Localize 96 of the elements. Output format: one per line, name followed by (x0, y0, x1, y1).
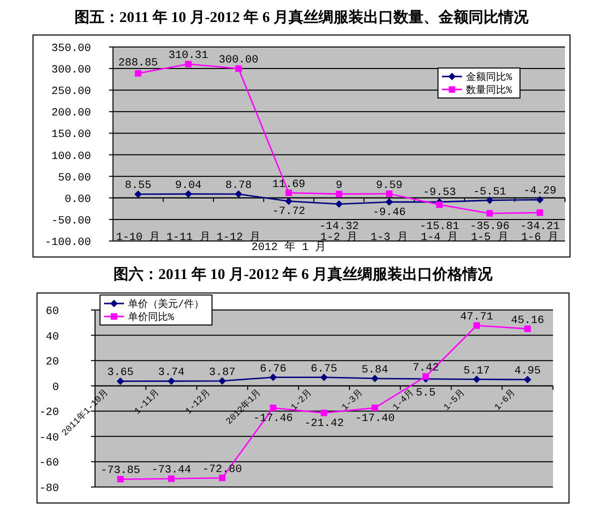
point (117, 476, 124, 482)
point (486, 196, 494, 204)
point (235, 65, 242, 72)
data-label: 3.74 (158, 367, 185, 380)
data-label: 6.76 (260, 363, 286, 376)
y-tick-label: -20 (39, 407, 59, 420)
point (116, 377, 124, 385)
y-tick-label: -40 (39, 432, 59, 444)
x-tick-label: 1-2月 (289, 388, 314, 413)
y-tick-label: -80 (39, 483, 59, 495)
y-tick-label: 200.00 (51, 108, 91, 120)
x-tick-label: 1-3月 (340, 388, 366, 413)
point (371, 374, 379, 382)
data-label: -17.40 (355, 412, 395, 425)
x-tick-label: 1-6月 (492, 388, 518, 413)
data-label: 5.84 (362, 364, 388, 376)
data-label: 47.71 (460, 312, 494, 324)
point (168, 377, 176, 385)
point (234, 190, 242, 198)
data-label: -14.32 (319, 220, 359, 233)
chart-title: 图六：2011 年 10 月-2012 年 6 月真丝绸服装出口价格情况 (113, 265, 494, 283)
data-label: -21.42 (304, 418, 344, 430)
data-label: -7.72 (272, 206, 306, 218)
data-label: -34.21 (520, 220, 560, 233)
data-label: 8.78 (225, 180, 252, 192)
legend-label: 数量同比% (466, 84, 512, 97)
data-label: 5.5 (416, 387, 436, 400)
point (168, 475, 175, 482)
y-tick-label: 350.00 (51, 43, 91, 55)
data-label: 9 (336, 180, 342, 192)
point (218, 377, 226, 385)
point (218, 474, 226, 482)
data-label: 9.04 (175, 180, 202, 192)
point (472, 376, 480, 384)
y-tick-label: 150.00 (51, 129, 91, 142)
legend-label: 单价同比% (128, 311, 174, 324)
y-tick-label: -60 (39, 458, 59, 470)
data-label: 3.87 (209, 366, 236, 379)
chart-title: 图五：2011 年 10 月-2012 年 6 月真丝绸服装出口数量、金额同比情况 (74, 8, 530, 26)
data-label: 9.59 (376, 180, 402, 192)
point (320, 374, 328, 382)
point (286, 190, 292, 196)
data-label: 300.00 (218, 54, 258, 67)
data-label: -15.81 (420, 220, 460, 233)
y-tick-label: 250.00 (51, 86, 91, 98)
y-tick-label: 60 (46, 306, 59, 318)
data-label: 3.65 (107, 367, 134, 380)
data-label: -5.51 (473, 186, 507, 198)
legend-label: 单价（美元/件） (128, 298, 204, 311)
point (436, 201, 443, 208)
data-label: -9.46 (372, 206, 406, 219)
point (185, 60, 192, 68)
data-label: 288.85 (118, 58, 158, 70)
y-tick-label: -50.00 (51, 215, 91, 228)
data-label: 4.95 (514, 366, 541, 378)
point (134, 70, 142, 77)
point (269, 374, 277, 382)
point (134, 190, 142, 198)
point (372, 404, 378, 412)
y-tick-label: 0 (52, 382, 59, 394)
data-label: 310.31 (168, 50, 209, 62)
data-label: 8.55 (124, 180, 152, 192)
y-tick-label: -100.00 (44, 237, 91, 249)
y-tick-label: 100.00 (51, 150, 91, 163)
data-label: -35.96 (470, 220, 510, 233)
point (524, 326, 531, 332)
data-label: 45.16 (511, 314, 544, 327)
point (536, 209, 544, 216)
point (320, 410, 328, 416)
point (422, 373, 430, 380)
data-label: -73.44 (152, 464, 192, 477)
data-label: 5.17 (463, 365, 490, 378)
x-tick-label: 1-5月 (442, 388, 467, 413)
x-tick-label: 1-4月 (391, 388, 416, 413)
y-tick-label: 300.00 (51, 64, 91, 77)
data-label: -9.53 (422, 186, 456, 199)
data-label: -73.85 (100, 465, 140, 478)
point (486, 210, 493, 217)
y-tick-label: 40 (46, 331, 59, 344)
point (524, 376, 532, 384)
point (335, 200, 343, 208)
data-label: -4.29 (523, 186, 556, 198)
point (536, 196, 544, 204)
point (385, 198, 393, 206)
point (184, 190, 192, 198)
legend-label: 金额同比% (466, 71, 512, 84)
y-tick-label: 20 (46, 356, 59, 369)
y-tick-label: 0.00 (64, 194, 91, 206)
point (473, 322, 480, 329)
point (336, 190, 342, 198)
y-tick-label: 50.00 (58, 172, 91, 184)
data-label: 6.75 (310, 363, 338, 376)
point (386, 190, 392, 198)
x-tick-label: 2012 年 1 月 (251, 240, 326, 254)
point (285, 197, 293, 205)
point (270, 404, 276, 412)
